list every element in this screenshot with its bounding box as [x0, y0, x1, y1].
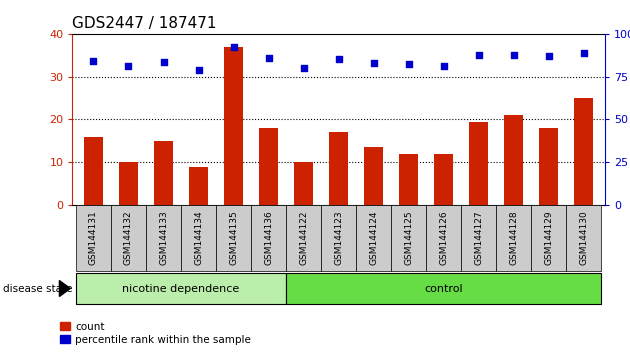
Point [369, 60, 379, 65]
Bar [434, 154, 454, 205]
Text: GSM144126: GSM144126 [439, 211, 448, 266]
Point [333, 57, 343, 62]
Text: GDS2447 / 187471: GDS2447 / 187471 [72, 16, 217, 31]
Text: GSM144129: GSM144129 [544, 211, 553, 266]
Bar [504, 115, 524, 205]
Point [123, 63, 134, 69]
Point [159, 59, 169, 65]
FancyBboxPatch shape [496, 205, 531, 271]
Text: nicotine dependence: nicotine dependence [122, 284, 239, 293]
Point [404, 61, 414, 67]
Bar [294, 162, 313, 205]
Text: GSM144134: GSM144134 [194, 211, 203, 266]
Bar [329, 132, 348, 205]
Point [579, 50, 589, 55]
FancyBboxPatch shape [286, 273, 601, 304]
Point [438, 63, 449, 69]
Legend: count, percentile rank within the sample: count, percentile rank within the sample [55, 317, 255, 349]
Text: GSM144128: GSM144128 [509, 211, 518, 266]
Text: GSM144123: GSM144123 [334, 211, 343, 266]
Text: control: control [425, 284, 463, 293]
Bar [189, 167, 208, 205]
Text: GSM144130: GSM144130 [580, 211, 588, 266]
Text: GSM144122: GSM144122 [299, 211, 308, 265]
FancyBboxPatch shape [76, 273, 286, 304]
Text: GSM144124: GSM144124 [369, 211, 378, 265]
Bar [119, 162, 138, 205]
FancyBboxPatch shape [111, 205, 146, 271]
Point [299, 65, 309, 71]
Bar [224, 46, 243, 205]
Text: GSM144135: GSM144135 [229, 211, 238, 266]
Text: disease state: disease state [3, 284, 72, 293]
Polygon shape [59, 280, 71, 297]
FancyBboxPatch shape [286, 205, 321, 271]
Bar [469, 122, 488, 205]
FancyBboxPatch shape [426, 205, 461, 271]
Bar [259, 128, 278, 205]
Bar [574, 98, 593, 205]
Point [544, 53, 554, 59]
FancyBboxPatch shape [146, 205, 181, 271]
FancyBboxPatch shape [391, 205, 426, 271]
Point [474, 52, 484, 58]
Bar [84, 137, 103, 205]
FancyBboxPatch shape [76, 205, 111, 271]
Text: GSM144131: GSM144131 [89, 211, 98, 266]
Text: GSM144136: GSM144136 [264, 211, 273, 266]
FancyBboxPatch shape [181, 205, 216, 271]
Text: GSM144127: GSM144127 [474, 211, 483, 266]
Point [229, 45, 239, 50]
Point [508, 52, 518, 58]
Bar [364, 147, 383, 205]
Bar [399, 154, 418, 205]
Point [193, 67, 203, 73]
FancyBboxPatch shape [356, 205, 391, 271]
FancyBboxPatch shape [566, 205, 601, 271]
Text: GSM144132: GSM144132 [124, 211, 133, 266]
FancyBboxPatch shape [461, 205, 496, 271]
FancyBboxPatch shape [321, 205, 356, 271]
FancyBboxPatch shape [216, 205, 251, 271]
Text: GSM144125: GSM144125 [404, 211, 413, 266]
Point [88, 58, 98, 64]
FancyBboxPatch shape [531, 205, 566, 271]
FancyBboxPatch shape [251, 205, 286, 271]
Text: GSM144133: GSM144133 [159, 211, 168, 266]
Bar [154, 141, 173, 205]
Point [263, 55, 273, 61]
Bar [539, 128, 558, 205]
